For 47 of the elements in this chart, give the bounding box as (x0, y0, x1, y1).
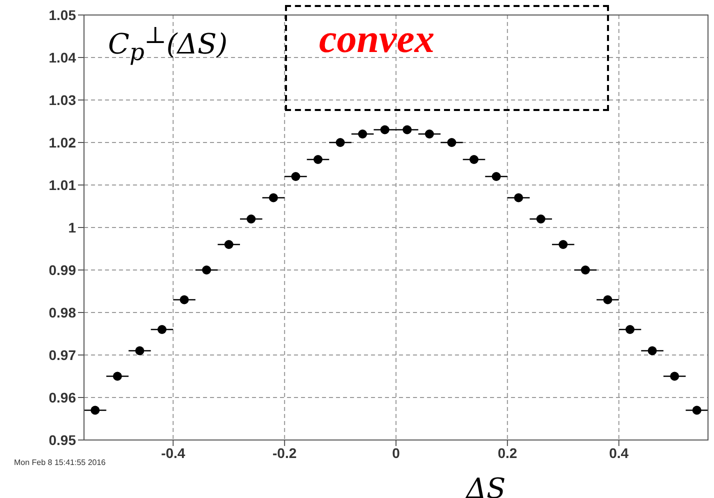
y-tick-label: 0.99 (48, 262, 76, 278)
x-tick-label: 0 (392, 444, 400, 461)
point (268, 193, 278, 202)
point (90, 406, 100, 415)
x-tick-label: -0.2 (272, 444, 297, 461)
point (180, 295, 189, 304)
y-tick-label: 1.01 (48, 176, 76, 193)
point (580, 266, 590, 274)
y-tick-label: 0.95 (48, 432, 76, 448)
point (492, 172, 501, 181)
y-tick-label: 1.04 (48, 49, 76, 66)
point (670, 372, 680, 381)
x-tick-label: -0.4 (161, 444, 186, 461)
y-tick-label: 0.97 (48, 346, 76, 363)
point (402, 125, 412, 134)
point (158, 325, 166, 334)
point (135, 346, 144, 356)
x-tick-label: 0.4 (609, 444, 629, 461)
point (447, 138, 456, 147)
point (424, 130, 434, 138)
point (246, 214, 256, 224)
point (202, 266, 212, 274)
point (291, 172, 300, 181)
point (470, 155, 478, 164)
point (514, 193, 524, 202)
point (692, 406, 702, 415)
y-tick-label: 1.05 (48, 6, 76, 23)
point (558, 240, 568, 249)
point (112, 372, 122, 381)
point (224, 240, 234, 249)
y-tick-label: 0.98 (48, 304, 76, 320)
point (626, 325, 634, 334)
y-tick-label: 0.96 (48, 389, 76, 406)
point (336, 138, 345, 147)
x-tick-label: 0.2 (498, 444, 518, 461)
point (380, 125, 390, 134)
y-tick-label: 1.03 (48, 92, 76, 108)
point (603, 295, 612, 304)
point (536, 214, 546, 224)
point (648, 346, 657, 356)
point (358, 130, 368, 138)
annotation: convex (319, 15, 435, 62)
text: Mon Feb 8 15:41:55 2016 (14, 458, 106, 467)
y-tick-label: 1.02 (48, 134, 76, 150)
y-axis-title: C$_{p}$$^{⊥}$(ΔS) (108, 21, 228, 66)
y-tick-label: 1 (68, 219, 76, 236)
point (314, 155, 322, 164)
